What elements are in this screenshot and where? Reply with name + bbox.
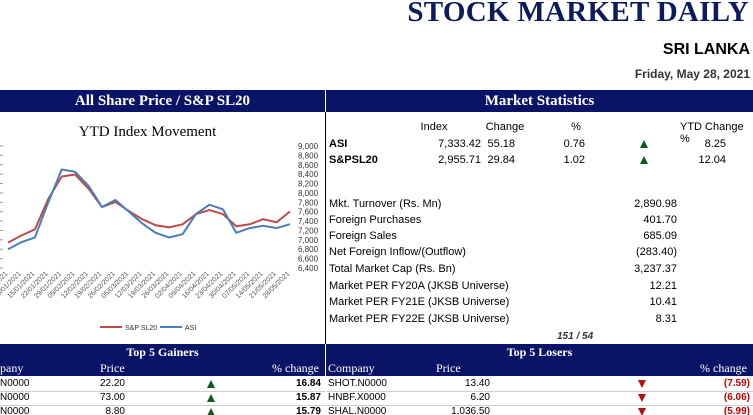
stat-label-foreign-purchases: Foreign Purchases xyxy=(329,214,422,226)
loser-price: 6.20 xyxy=(470,392,490,403)
down-arrow-icon xyxy=(638,394,646,402)
loser-change: (5.99) xyxy=(723,406,750,415)
stat-value-foreign-purchases: 401.70 xyxy=(643,214,677,226)
y-axis-tick-label: 8,000 xyxy=(298,189,319,198)
gainers-col-company: pany xyxy=(0,361,24,375)
loser-change: (6.06) xyxy=(723,392,750,403)
report-title: STOCK MARKET DAILY xyxy=(407,0,749,28)
stat-value-turnover: 2,890.98 xyxy=(634,198,677,210)
index-name: ASI xyxy=(329,138,348,150)
advance-decline-counter: 151 / 54 xyxy=(557,331,594,342)
y-axis-tick-label: 7,800 xyxy=(298,198,319,207)
index-change: 55.18 xyxy=(487,138,515,150)
index-ytd: 8.25 xyxy=(704,138,726,150)
market-statistics-band: Market Statistics xyxy=(326,90,753,112)
y-axis-tick-label: 6,600 xyxy=(298,255,319,264)
y-axis-tick-label: 6,800 xyxy=(298,245,319,254)
gainer-price: 8.80 xyxy=(105,406,125,415)
y-axis-tick-label: 8,800 xyxy=(298,151,319,160)
all-share-price-band: All Share Price / S&P SL20 xyxy=(0,90,325,112)
up-arrow-icon xyxy=(207,408,215,415)
loser-company: SHOT.N0000 xyxy=(328,378,387,389)
index-value: 7,333.42 xyxy=(438,138,481,150)
section-divider xyxy=(325,112,326,344)
y-axis-tick-label: 8,600 xyxy=(298,161,319,170)
stat-value-foreign-sales: 685.09 xyxy=(643,230,677,242)
up-arrow-icon xyxy=(207,394,215,402)
stat-value-net-foreign: (283.40) xyxy=(636,246,677,258)
stat-label-net-foreign: Net Foreign Inflow/(Outflow) xyxy=(329,246,466,258)
col-header-change: Change xyxy=(485,121,525,133)
y-axis-tick-label: 8,400 xyxy=(298,170,319,179)
row-divider xyxy=(326,391,753,392)
gainer-price: 73.00 xyxy=(99,392,125,403)
index-ytd: 12.04 xyxy=(698,154,726,166)
index-row-sp: S&PSL20 2,955.71 29.84 1.02 12.04 xyxy=(329,154,749,168)
loser-price: 1,036.50 xyxy=(451,406,490,415)
up-arrow-icon xyxy=(207,380,215,388)
index-name: S&PSL20 xyxy=(329,154,378,166)
stat-value-per-fy20: 12.21 xyxy=(649,280,677,292)
loser-price: 13.40 xyxy=(464,378,490,389)
gainers-col-price: Price xyxy=(100,361,125,375)
losers-col-company: Company xyxy=(328,361,375,375)
y-axis-tick-label: 9,000 xyxy=(298,142,319,151)
col-header-pct: % xyxy=(571,121,581,133)
y-axis-tick-label: 8,200 xyxy=(298,180,319,189)
gainer-company: N0000 xyxy=(0,378,30,389)
down-arrow-icon xyxy=(638,408,646,415)
index-change: 29.84 xyxy=(487,154,515,166)
index-pct: 0.76 xyxy=(563,138,585,150)
up-arrow-icon xyxy=(640,156,648,164)
stat-label-per-fy22: Market PER FY22E (JKSB Universe) xyxy=(329,313,510,325)
gainers-header-row: pany Price % change xyxy=(0,360,325,376)
index-value: 2,955.71 xyxy=(438,154,481,166)
loser-company: SHAL.N0000 xyxy=(328,406,387,415)
row-divider xyxy=(0,405,325,406)
row-divider xyxy=(0,391,325,392)
ytd-index-chart: 9,0008,8008,6008,4008,2008,0007,8007,600… xyxy=(0,142,319,332)
losers-col-change: % change xyxy=(700,361,747,375)
gainer-change: 15.79 xyxy=(295,406,321,415)
gainers-col-change: % change xyxy=(272,361,319,375)
col-header-ytd: YTD Change % xyxy=(680,121,744,145)
stat-label-per-fy20: Market PER FY20A (JKSB Universe) xyxy=(329,280,509,292)
losers-col-price: Price xyxy=(436,361,461,375)
gainer-change: 16.84 xyxy=(295,378,321,389)
report-date: Friday, May 28, 2021 xyxy=(634,67,750,81)
top-gainers-band: Top 5 Gainers xyxy=(0,344,325,360)
gainer-price: 22.20 xyxy=(99,378,125,389)
loser-company: HNBF.X0000 xyxy=(328,392,386,403)
legend-label: S&P SL20 xyxy=(125,325,157,332)
index-pct: 1.02 xyxy=(563,154,585,166)
losers-header-row: Company Price % change xyxy=(326,360,753,376)
top-losers-band: Top 5 Losers xyxy=(326,344,753,360)
stat-value-per-fy22: 8.31 xyxy=(655,313,677,325)
series-line-s-p-sl20 xyxy=(7,173,291,244)
down-arrow-icon xyxy=(638,380,646,388)
y-axis-tick-label: 7,400 xyxy=(298,217,319,226)
stat-label-turnover: Mkt. Turnover (Rs. Mn) xyxy=(329,198,442,210)
y-axis-tick-label: 7,000 xyxy=(298,236,319,245)
stat-label-market-cap: Total Market Cap (Rs. Bn) xyxy=(329,263,456,275)
index-row-asi: ASI 7,333.42 55.18 0.76 8.25 xyxy=(329,138,749,152)
y-axis-tick-label: 7,600 xyxy=(298,208,319,217)
y-axis-tick-label: 7,200 xyxy=(298,226,319,235)
gainer-change: 15.87 xyxy=(295,392,321,403)
gainer-company: N0000 xyxy=(0,406,30,415)
stat-label-per-fy21: Market PER FY21E (JKSB Universe) xyxy=(329,296,510,308)
row-divider xyxy=(326,405,753,406)
stat-label-foreign-sales: Foreign Sales xyxy=(329,230,397,242)
chart-title: YTD Index Movement xyxy=(78,124,217,140)
loser-change: (7.59) xyxy=(723,378,750,389)
country-label: SRI LANKA xyxy=(662,41,750,58)
legend-label: ASI xyxy=(185,325,196,332)
gainer-company: N0000 xyxy=(0,392,30,403)
stat-value-market-cap: 3,237.37 xyxy=(634,263,677,275)
series-line-asi xyxy=(7,168,291,251)
col-header-index: Index xyxy=(420,121,448,133)
stat-value-per-fy21: 10.41 xyxy=(649,296,677,308)
y-axis-tick-label: 6,400 xyxy=(298,264,319,273)
up-arrow-icon xyxy=(640,140,648,148)
